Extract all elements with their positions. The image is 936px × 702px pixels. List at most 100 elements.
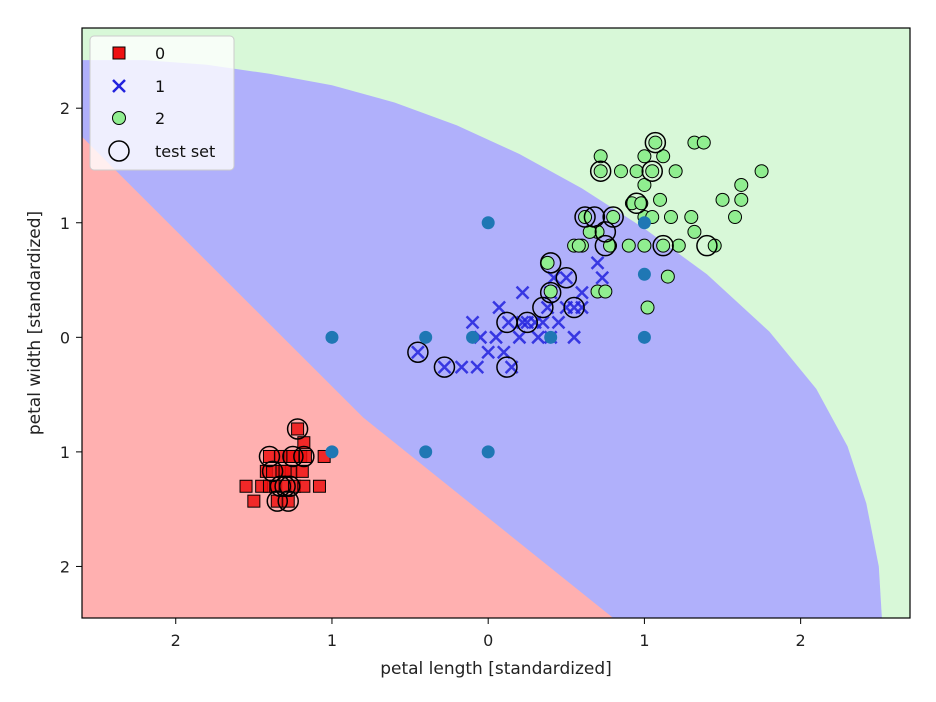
test-set-point (261, 460, 284, 483)
y-axis-label: petal width [standardized] (25, 211, 45, 435)
test-set-point (563, 296, 585, 319)
class-2-point (671, 238, 686, 253)
x-tick-label: 0 (483, 631, 493, 650)
test-set-point (282, 445, 304, 468)
grid-point (466, 330, 480, 344)
grid-point (637, 216, 651, 230)
legend-label-0: 0 (155, 44, 165, 63)
test-set-point (279, 475, 301, 498)
class-0-point (297, 479, 311, 493)
class-1-point (575, 300, 589, 315)
x-tick-label: 1 (327, 631, 337, 650)
test-set-point (594, 221, 617, 243)
class-2-point (637, 149, 652, 164)
grid-point (481, 445, 495, 459)
class-2-point (656, 238, 671, 253)
class-0-point (286, 449, 300, 463)
class-2-point (663, 210, 678, 225)
class-2-point (754, 164, 769, 179)
class-1-point (590, 255, 605, 270)
class-2-point (645, 164, 660, 179)
grid-point (544, 330, 558, 344)
class-2-point (707, 238, 722, 253)
class-2-point (613, 164, 628, 179)
class-1-point (567, 330, 581, 345)
class-2-point (606, 210, 621, 225)
y-tick-label: 2 (60, 99, 70, 118)
class-2-point (540, 255, 555, 270)
class-0-point (291, 422, 305, 436)
class-2-point (684, 210, 699, 225)
class-1-point (437, 360, 452, 374)
class-1-point (470, 360, 485, 374)
class-2-point (734, 177, 749, 192)
test-set-point (696, 234, 718, 257)
grid-point (481, 216, 495, 230)
region-class-0 (82, 136, 614, 618)
legend-label-2: 2 (155, 109, 165, 128)
test-set-point (574, 206, 596, 228)
test-set-point (641, 160, 663, 182)
legend-ring-icon (108, 140, 130, 162)
class-1-point (454, 360, 469, 374)
class-0-point (312, 479, 326, 493)
class-2-point (668, 164, 683, 179)
test-set-point (589, 160, 612, 182)
test-set-point (594, 234, 617, 257)
test-set-point (644, 131, 667, 154)
test-set-point (516, 311, 538, 334)
class-1-point (496, 345, 511, 360)
test-set-point (407, 341, 429, 363)
class-0-point (247, 494, 261, 508)
class-2-point (640, 300, 655, 315)
test-set-point (539, 281, 562, 304)
class-1-point (512, 330, 527, 345)
grid-point (325, 445, 339, 459)
test-set-point (652, 234, 674, 257)
x-tick-label: 2 (171, 631, 181, 650)
class-1-point (531, 330, 546, 345)
class-1-point (465, 315, 480, 330)
class-1-point (501, 315, 516, 330)
class-1-point (559, 270, 574, 285)
test-set-point (277, 490, 299, 512)
data-points (239, 131, 769, 512)
class-1-point (411, 345, 425, 360)
legend: 0 1 2 test set (89, 35, 235, 171)
legend-label-1: 1 (155, 77, 165, 96)
class-1-point (520, 315, 535, 330)
y-tick-label: 1 (60, 443, 70, 462)
class-2-point (593, 164, 608, 179)
test-set-point (433, 356, 456, 378)
class-2-point (571, 238, 586, 253)
class-2-point (734, 192, 749, 207)
class-1-point (515, 285, 530, 300)
class-2-point (648, 135, 663, 150)
grid-point (325, 330, 339, 344)
x-tick-label: 2 (796, 631, 806, 650)
class-1-point (551, 315, 566, 330)
class-2-point (637, 238, 652, 253)
grid-point (419, 445, 433, 459)
class-0-point (239, 479, 253, 493)
legend-label-test-set: test set (155, 142, 215, 161)
class-2-point (696, 135, 711, 150)
test-set-point (555, 266, 578, 289)
class-2-point (598, 284, 613, 299)
test-set-point (539, 252, 562, 274)
x-axis-ticks: 2 1 0 1 2 (171, 618, 806, 650)
y-axis-ticks: 2 1 0 1 2 (60, 99, 82, 576)
class-2-point (728, 210, 743, 225)
test-set-point (258, 445, 281, 468)
class-2-point (593, 149, 608, 164)
class-2-point (687, 224, 702, 239)
class-2-point (660, 269, 675, 284)
class-2-point (629, 164, 644, 179)
grid-point (637, 330, 651, 344)
y-tick-label: 2 (60, 557, 70, 576)
x-axis-label: petal length [standardized] (380, 659, 612, 679)
test-set-point (286, 418, 309, 440)
class-1-point (595, 270, 610, 285)
class-1-point (535, 315, 550, 330)
